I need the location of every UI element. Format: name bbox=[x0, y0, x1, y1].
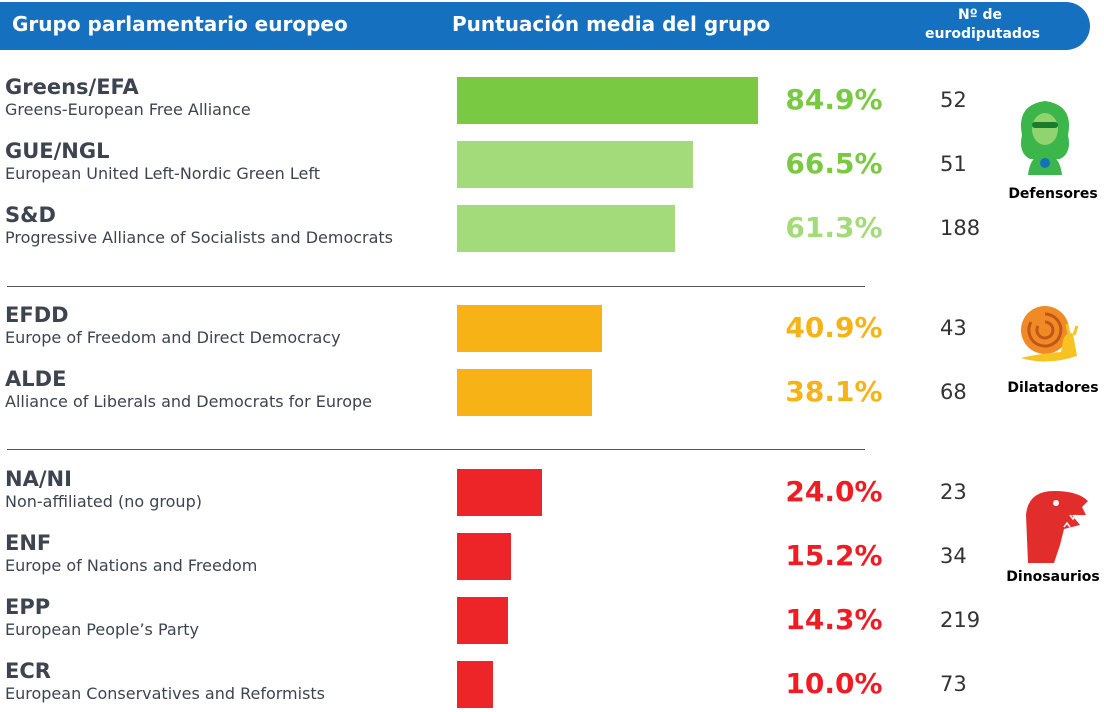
value-label: 84.9% bbox=[785, 83, 883, 116]
column-title: Nº de eurodiputados bbox=[925, 7, 1040, 42]
party-name: European United Left-Nordic Green Left bbox=[5, 164, 321, 183]
party-name: Non-affiliated (no group) bbox=[5, 492, 202, 511]
seat-count: 51 bbox=[940, 152, 967, 176]
party-name: Alliance of Liberals and Democrats for E… bbox=[5, 392, 373, 411]
value-label: 24.0% bbox=[785, 475, 883, 508]
party-name: European Conservatives and Reformists bbox=[5, 684, 326, 703]
seat-count: 68 bbox=[940, 380, 967, 404]
seat-count: 52 bbox=[940, 88, 967, 112]
seat-count: 23 bbox=[940, 480, 967, 504]
seat-count: 73 bbox=[940, 672, 967, 696]
party-name: European People’s Party bbox=[5, 620, 200, 639]
icon-defensores bbox=[1020, 101, 1070, 175]
separator bbox=[7, 449, 865, 450]
bar bbox=[457, 77, 759, 124]
icon-dinosaurios bbox=[1026, 491, 1088, 563]
group-label: Defensores bbox=[1008, 186, 1098, 202]
bar bbox=[457, 597, 508, 644]
bar bbox=[457, 369, 593, 416]
column-title: Grupo parlamentario europeo bbox=[12, 12, 348, 36]
party-acronym: NA/NI bbox=[5, 467, 72, 491]
value-label: 10.0% bbox=[785, 667, 883, 700]
party-name: Greens-European Free Alliance bbox=[5, 100, 251, 119]
seat-count: 219 bbox=[940, 608, 981, 632]
party-acronym: EPP bbox=[5, 595, 51, 619]
group-label: Dinosaurios bbox=[1006, 569, 1100, 585]
seat-count: 43 bbox=[940, 316, 967, 340]
bar bbox=[457, 661, 493, 708]
value-label: 14.3% bbox=[785, 603, 883, 636]
party-acronym: ENF bbox=[5, 531, 52, 555]
bar bbox=[457, 141, 694, 188]
seat-count: 34 bbox=[940, 544, 967, 568]
party-acronym: EFDD bbox=[5, 303, 69, 327]
party-acronym: S&D bbox=[5, 203, 56, 227]
seat-count: 188 bbox=[940, 216, 981, 240]
bar bbox=[457, 469, 543, 516]
bar bbox=[457, 205, 675, 252]
party-name: Progressive Alliance of Socialists and D… bbox=[5, 228, 394, 247]
separator bbox=[7, 286, 865, 287]
group-label: Dilatadores bbox=[1007, 380, 1099, 396]
icon-dilatadores bbox=[1021, 306, 1079, 362]
value-label: 40.9% bbox=[785, 311, 883, 344]
value-label: 61.3% bbox=[785, 211, 883, 244]
party-name: Europe of Nations and Freedom bbox=[5, 556, 258, 575]
party-name: Europe of Freedom and Direct Democracy bbox=[5, 328, 341, 347]
bar bbox=[457, 533, 511, 580]
party-acronym: ECR bbox=[5, 659, 51, 683]
value-label: 38.1% bbox=[785, 375, 883, 408]
bar bbox=[457, 305, 603, 352]
party-acronym: ALDE bbox=[5, 367, 67, 391]
header-bar: Grupo parlamentario europeo Puntuación m… bbox=[0, 2, 1090, 50]
value-label: 15.2% bbox=[785, 539, 883, 572]
party-acronym: GUE/NGL bbox=[5, 139, 110, 163]
value-label: 66.5% bbox=[785, 147, 883, 180]
column-title: Puntuación media del grupo bbox=[452, 12, 771, 36]
party-acronym: Greens/EFA bbox=[5, 75, 139, 99]
